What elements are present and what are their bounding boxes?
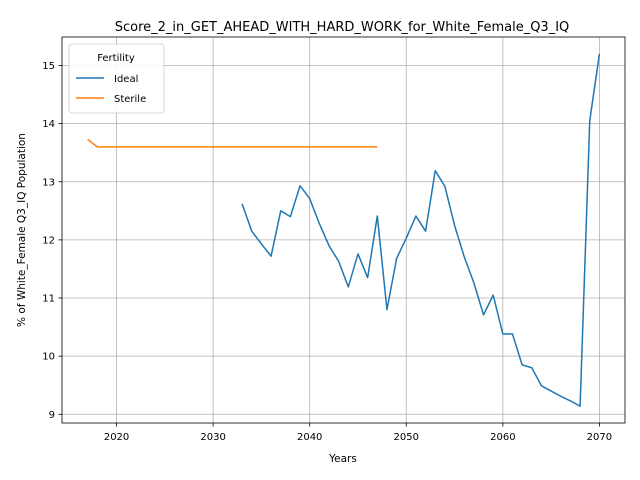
- chart-title: Score_2_in_GET_AHEAD_WITH_HARD_WORK_for_…: [115, 20, 570, 35]
- x-tick-label: 2070: [587, 432, 612, 443]
- y-axis: 9 10 11 12 13 14 15: [42, 61, 62, 421]
- x-tick-label: 2030: [200, 432, 225, 443]
- legend: Fertility Ideal Sterile: [68, 43, 165, 114]
- y-tick-label: 12: [42, 235, 55, 246]
- x-axis-label: Years: [328, 453, 357, 465]
- legend-title: Fertility: [97, 53, 135, 64]
- series-layer: [87, 53, 601, 407]
- y-tick-label: 14: [42, 119, 55, 130]
- x-tick-label: 2040: [297, 432, 322, 443]
- plot-frame: [61, 36, 626, 424]
- x-axis: 2020 2030 2040 2050 2060 2070: [104, 423, 612, 443]
- series-line-ideal: [241, 53, 601, 407]
- legend-label-ideal: Ideal: [114, 74, 138, 85]
- y-axis-label: % of White_Female Q3_IQ Population: [16, 133, 28, 327]
- y-tick-label: 9: [49, 410, 55, 421]
- y-tick-label: 13: [42, 177, 55, 188]
- y-tick-label: 11: [42, 294, 55, 305]
- series-line-sterile: [87, 138, 378, 148]
- y-tick-label: 15: [42, 61, 55, 72]
- legend-label-sterile: Sterile: [114, 94, 146, 105]
- x-tick-label: 2020: [104, 432, 129, 443]
- y-tick-label: 10: [42, 352, 55, 363]
- legend-frame: [68, 43, 165, 114]
- x-tick-label: 2050: [394, 432, 419, 443]
- x-tick-label: 2060: [490, 432, 515, 443]
